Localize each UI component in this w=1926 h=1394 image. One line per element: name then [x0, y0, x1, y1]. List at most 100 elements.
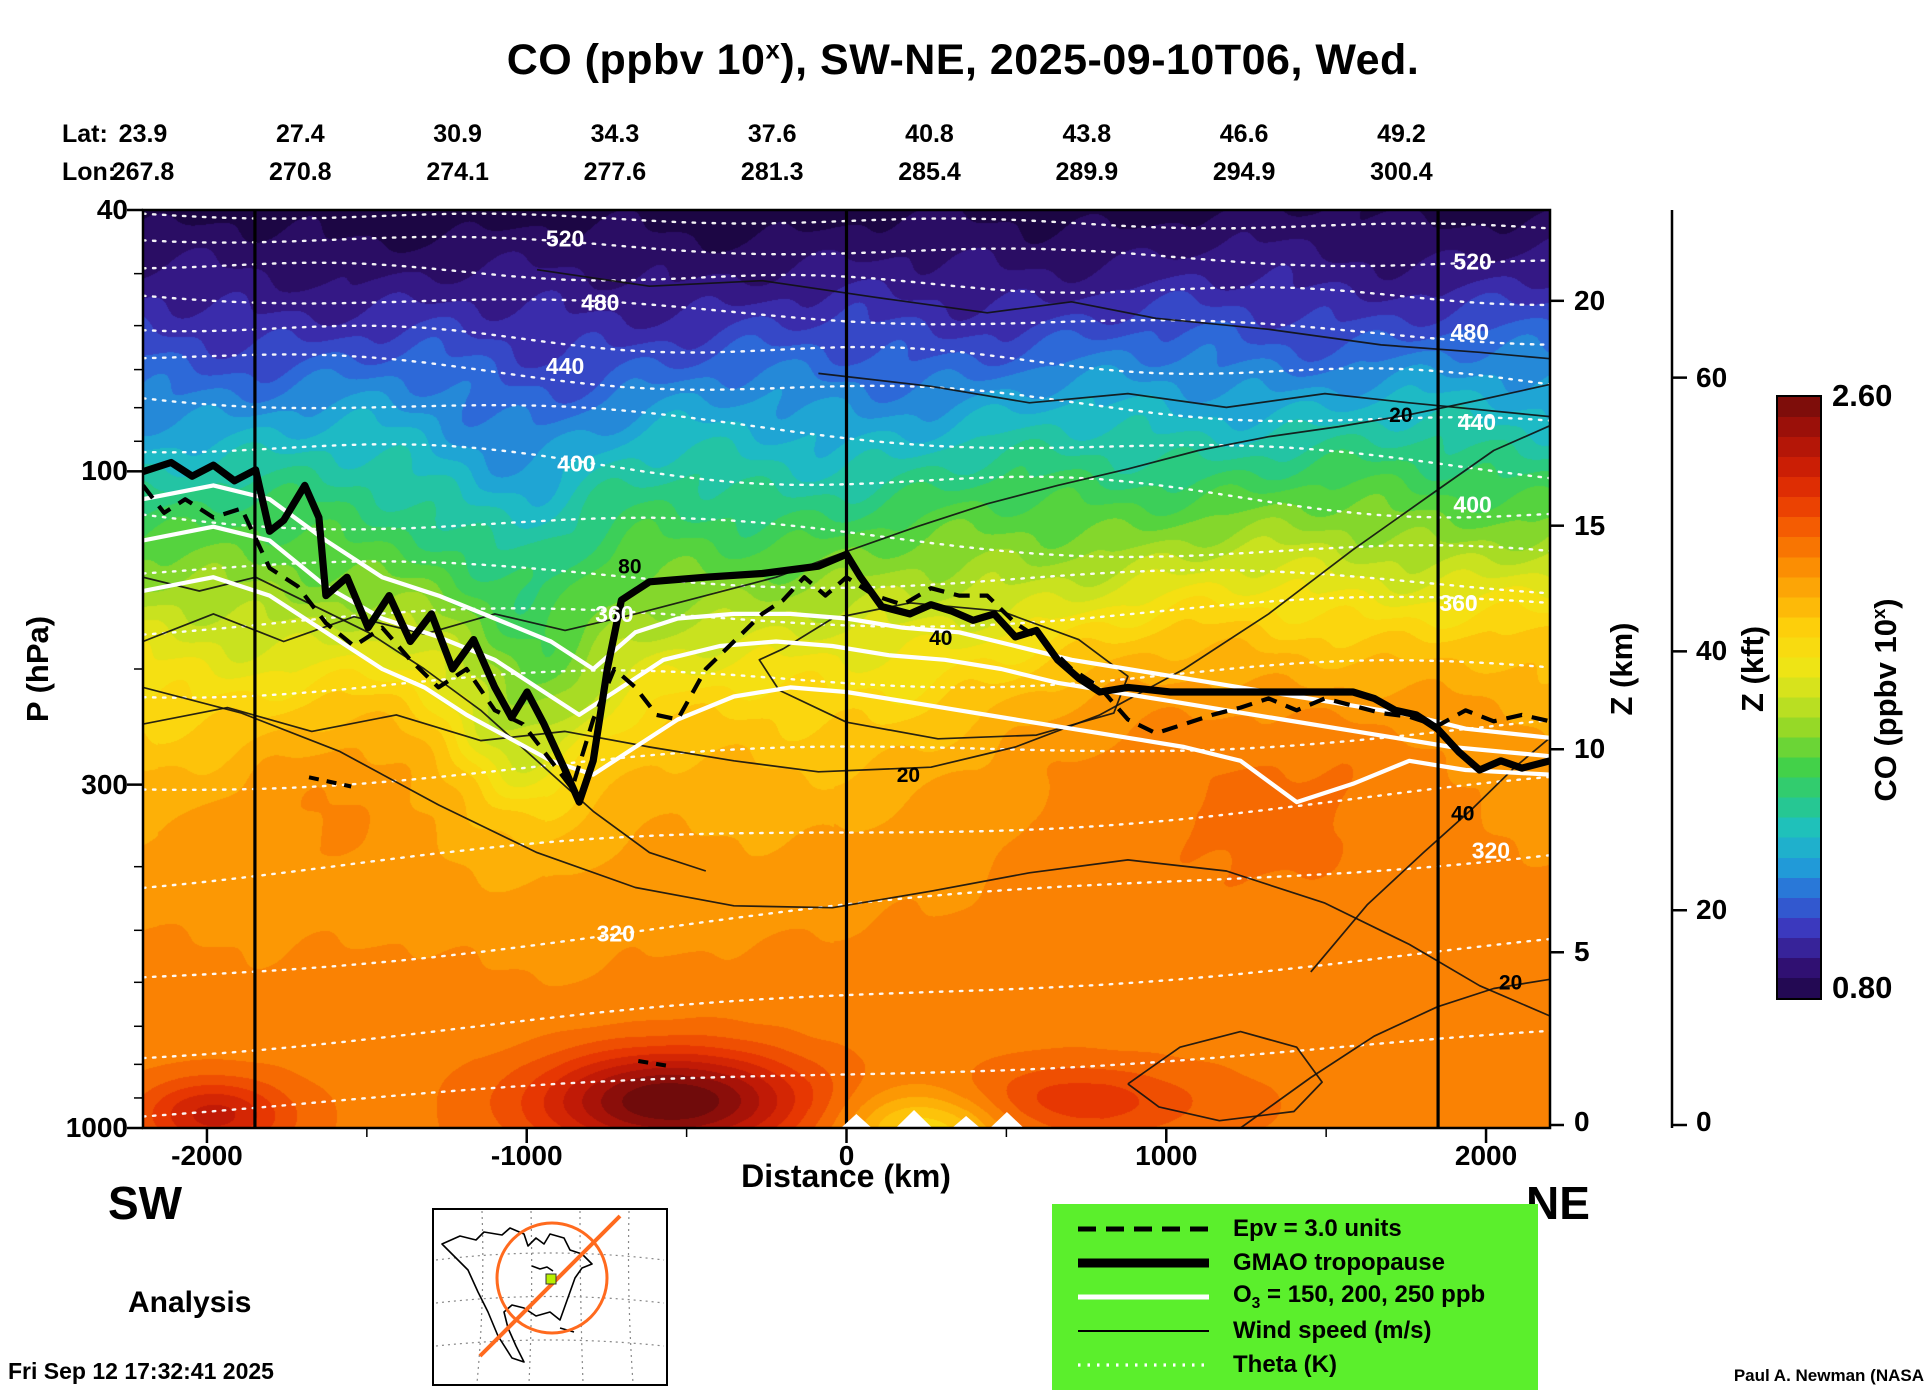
lon-value: 281.3	[740, 158, 804, 186]
legend-item-label: Epv = 3.0 units	[1233, 1215, 1402, 1242]
transect-line	[478, 1214, 622, 1358]
theta-contour-label: 440	[546, 353, 584, 379]
title-suffix: ), SW-NE, 2025-09-10T06, Wed.	[780, 36, 1420, 84]
distance-tick-label: -1000	[490, 1140, 563, 1171]
theta-contour-label: 480	[581, 290, 619, 316]
z-km-tick-label: 15	[1574, 509, 1606, 541]
theta-contour-label: 520	[546, 225, 584, 251]
wind-speed-contour	[1127, 1030, 1323, 1122]
graticule-line	[627, 1210, 634, 1384]
lon-value: 300.4	[1370, 158, 1433, 186]
wind-speed-label: 20	[1389, 404, 1412, 427]
theta-contour-label: 320	[1472, 838, 1510, 864]
theta-contour-label: 320	[597, 920, 635, 946]
transect-midpoint-marker	[545, 1273, 557, 1285]
wind-speed-contour	[1240, 978, 1550, 1128]
legend-line-sample	[1078, 1258, 1209, 1268]
lat-value: 27.4	[275, 120, 325, 148]
legend-line-sample	[1078, 1226, 1209, 1232]
wind-speed-contour	[818, 372, 1550, 418]
z-km-tick-label: 0	[1574, 1106, 1590, 1137]
theta-contour-label: 360	[1439, 590, 1477, 616]
lon-value: 277.6	[583, 158, 647, 186]
lat-value: 46.6	[1219, 120, 1269, 148]
graticule-line	[435, 1339, 665, 1347]
y-axis-label-text: P (hPa)	[20, 615, 55, 723]
title-exponent: x	[765, 36, 781, 65]
z-km-tick-label: 10	[1574, 733, 1606, 765]
z-km-tick-label: 5	[1574, 936, 1590, 968]
lat-value: 40.8	[905, 120, 954, 148]
graticule-line	[435, 1252, 665, 1261]
legend-item-label: Wind speed (m/s)	[1233, 1317, 1432, 1344]
contour-overlay: 520 520 480 480 440 440 400 400 360 360 320 320 20 40…	[143, 210, 1550, 1128]
terrain-notch	[895, 1110, 933, 1128]
legend-item-ozone: O3 = 150, 200, 250 ppb	[1076, 1280, 1538, 1314]
z-kft-tick-label: 20	[1696, 894, 1728, 926]
legend-item-label: O3 = 150, 200, 250 ppb	[1233, 1281, 1486, 1312]
legend-line-sample	[1078, 1294, 1209, 1300]
colorbar-min-value: 0.80	[1832, 970, 1893, 1005]
terrain-notch	[990, 1112, 1024, 1128]
lon-key: Lon:	[62, 158, 117, 186]
colorbar	[1776, 395, 1822, 1000]
legend-item-tropopause: GMAO tropopause	[1076, 1246, 1538, 1280]
analysis-label: Analysis	[128, 1286, 252, 1319]
legend-item-theta: Theta (K)	[1076, 1348, 1538, 1382]
lon-value: 274.1	[426, 158, 489, 186]
y-axis-label: P (hPa)	[20, 616, 56, 722]
lon-value: 294.9	[1212, 158, 1276, 186]
distance-tick-label: 2000	[1454, 1140, 1518, 1171]
wind-speed-label: 20	[1499, 971, 1522, 994]
pressure-tick-label: 300	[81, 768, 128, 800]
distance-tick-label: 0	[838, 1140, 855, 1171]
theta-contour-label: 520	[1453, 248, 1491, 274]
x-axis-label: Distance (km)	[741, 1158, 951, 1195]
z-kft-tick-label: 40	[1696, 635, 1728, 667]
lat-value: 23.9	[118, 120, 168, 148]
legend-item-label: GMAO tropopause	[1233, 1249, 1446, 1276]
z-km-tick-label: 20	[1574, 284, 1606, 316]
theta-contour-label: 400	[557, 450, 595, 476]
lat-value: 34.3	[590, 120, 640, 148]
transect-circle	[495, 1221, 609, 1335]
wind-speed-label: 40	[1451, 803, 1474, 826]
lon-value: 285.4	[898, 158, 961, 186]
lat-key: Lat:	[62, 120, 108, 148]
inset-map	[432, 1208, 668, 1386]
lat-value: 37.6	[747, 120, 797, 148]
lon-value: 270.8	[269, 158, 332, 186]
lat-value: 43.8	[1062, 120, 1112, 148]
terrain-notch	[952, 1116, 981, 1128]
z-kft-tick-label: 0	[1696, 1106, 1712, 1137]
longitude-row: Lon: 267.8 270.8 274.1 277.6 281.3 285.4 289.9…	[0, 158, 1926, 190]
sw-endpoint-label: SW	[108, 1177, 183, 1229]
x-axis-label-text: Distance (km)	[741, 1158, 951, 1194]
theta-contour-label: 480	[1451, 319, 1489, 345]
theta-contour-label: 400	[1453, 492, 1491, 518]
theta-contour-label: 440	[1458, 409, 1496, 435]
colorbar-label: CO (ppbv 10x)	[1868, 598, 1904, 801]
colorbar-label-suffix: )	[1868, 598, 1904, 609]
z-km-axis-label-text: Z (km)	[1604, 622, 1639, 716]
wind-speed-label: 80	[618, 556, 641, 579]
distance-tick-label: 1000	[1135, 1140, 1198, 1171]
lon-value: 267.8	[111, 158, 175, 186]
great-lakes	[531, 1265, 554, 1272]
legend-item-epv: Epv = 3.0 units	[1076, 1212, 1538, 1246]
graticule-line	[528, 1210, 533, 1384]
figure-title: CO (ppbv 10x), SW-NE, 2025-09-10T06, Wed…	[0, 36, 1926, 85]
lat-value: 49.2	[1377, 120, 1426, 148]
epv-line-segment	[637, 1059, 667, 1068]
colorbar-label-prefix: CO (ppbv 10	[1868, 619, 1904, 802]
pressure-tick-label: 40	[96, 194, 128, 225]
legend-item-label: Theta (K)	[1233, 1351, 1337, 1378]
lon-value: 289.9	[1055, 158, 1119, 186]
graticule-line	[435, 1295, 665, 1304]
wind-speed-label: 20	[897, 764, 920, 787]
timestamp: Fri Sep 12 17:32:41 2025	[8, 1358, 274, 1384]
graticule-line	[476, 1210, 484, 1384]
distance-tick-label: -2000	[171, 1140, 243, 1171]
wind-speed-label: 40	[929, 627, 952, 650]
